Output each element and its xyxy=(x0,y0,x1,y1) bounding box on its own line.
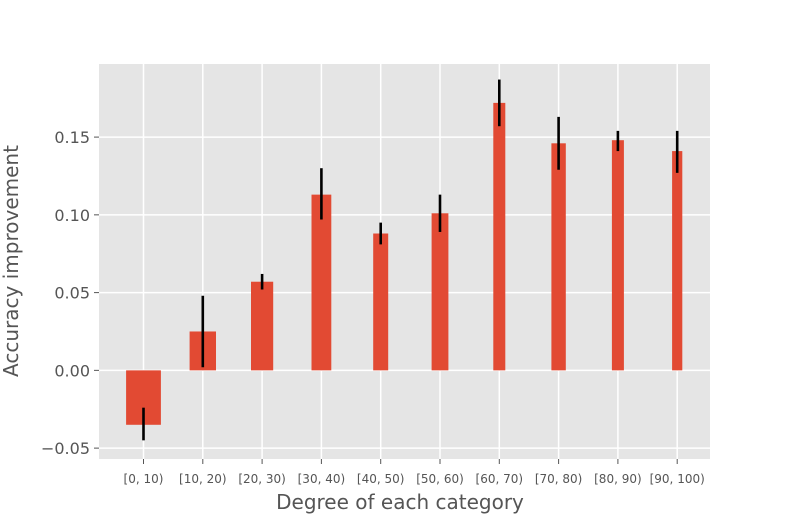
x-tick-label: [0, 10) xyxy=(124,472,164,486)
bar xyxy=(493,102,506,371)
x-axis-ticks: [0, 10) [10, 20) [20, 30) [30, 40) [40, 50) [… xyxy=(124,459,705,486)
x-tick-label: [90, 100) xyxy=(650,472,705,486)
x-axis-label: Degree of each category xyxy=(276,490,524,514)
y-axis-ticks: −0.05 0.00 0.05 0.10 0.15 xyxy=(41,128,99,458)
y-tick-label: 0.10 xyxy=(54,206,90,225)
y-tick-label: 0.15 xyxy=(54,128,90,147)
x-tick-label: [30, 40) xyxy=(298,472,346,486)
x-tick-label: [40, 50) xyxy=(357,472,405,486)
x-tick-label: [10, 20) xyxy=(179,472,227,486)
x-tick-label: [80, 90) xyxy=(594,472,642,486)
bar xyxy=(311,194,332,371)
error-bars xyxy=(142,79,679,441)
x-tick-label: [20, 30) xyxy=(238,472,286,486)
y-axis-label: Accuracy improvement xyxy=(0,145,23,377)
plot-area xyxy=(99,64,710,459)
bar xyxy=(672,151,683,371)
bar xyxy=(373,233,389,371)
x-tick-label: [60, 70) xyxy=(476,472,524,486)
bar xyxy=(431,213,449,371)
bar xyxy=(251,281,274,371)
y-tick-label: 0.00 xyxy=(54,361,90,380)
x-tick-label: [70, 80) xyxy=(535,472,583,486)
bar xyxy=(611,140,624,371)
bar xyxy=(551,143,566,371)
y-tick-label: 0.05 xyxy=(54,284,90,303)
x-tick-label: [50, 60) xyxy=(416,472,464,486)
y-tick-label: −0.05 xyxy=(41,439,90,458)
